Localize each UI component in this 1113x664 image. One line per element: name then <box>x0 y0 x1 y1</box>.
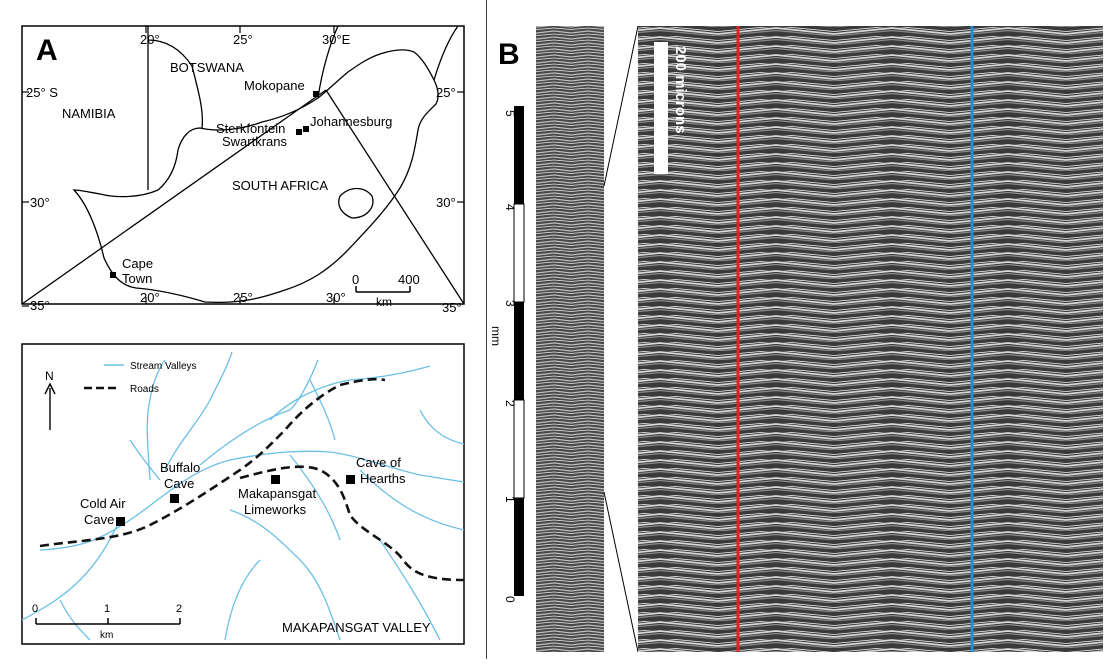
panel-b-figure: B 5 4 3 2 1 0 mm 200 microns <box>485 0 1103 659</box>
marker-makapansgat <box>271 475 280 484</box>
lon-top-labels: 20° 25° 30°E <box>140 32 351 47</box>
label-sterkfontein: Sterkfontein <box>216 121 285 136</box>
micron-scale-label: 200 microns <box>672 46 689 134</box>
lon-top-20: 20° <box>140 32 160 47</box>
label-makapansgat-2: Limeworks <box>244 502 307 517</box>
zoom-connector-lines <box>603 25 639 653</box>
lat-left-30: 30° <box>30 195 50 210</box>
label-namibia: NAMIBIA <box>62 106 116 121</box>
inset-map-frame <box>21 343 465 645</box>
map-scalebar: 0 400 km <box>352 272 420 309</box>
marker-mokopane <box>313 91 319 97</box>
marker-buffalo-cave <box>170 494 179 503</box>
mozambique-border <box>433 25 459 81</box>
lon-bottom-30: 30° <box>326 290 346 305</box>
label-cape: Cape <box>122 256 153 271</box>
northeast-border <box>317 25 339 99</box>
place-labels: Mokopane Johannesburg Sterkfontein Swart… <box>122 78 392 286</box>
axis-seg-3 <box>514 302 524 400</box>
lon-bottom-35: 35° <box>442 300 462 315</box>
axis-tick-1: 1 <box>503 496 517 503</box>
label-mokopane: Mokopane <box>244 78 305 93</box>
marker-cape-town <box>110 272 116 278</box>
label-makapansgat-1: Makapansgat <box>238 486 316 501</box>
marker-cold-air-cave <box>116 517 125 526</box>
legend-stream-label: Stream Valleys <box>130 361 197 372</box>
marker-cave-of-hearths <box>346 475 355 484</box>
place-markers <box>110 91 319 278</box>
label-botswana: BOTSWANA <box>170 60 244 75</box>
north-arrow-icon <box>44 382 56 430</box>
marker-johannesburg <box>303 126 309 132</box>
micron-scalebar <box>654 42 668 174</box>
country-labels: BOTSWANA NAMIBIA SOUTH AFRICA <box>62 60 328 193</box>
south-africa-outline <box>72 49 439 304</box>
lat-left-25: 25° S <box>26 85 58 100</box>
inset-scale-unit: km <box>100 630 113 641</box>
label-buffalo-2: Cave <box>164 476 194 491</box>
panel-label-b: B <box>498 38 520 71</box>
axis-tick-5: 5 <box>503 110 517 117</box>
label-swartkrans: Swartkrans <box>222 134 288 149</box>
lon-top-30: 30°E <box>322 32 351 47</box>
site-labels: Buffalo Cave Cold Air Cave Makapansgat L… <box>80 455 406 527</box>
botswana-border <box>147 39 204 129</box>
inset-scalebar: 0 1 2 km <box>32 603 182 641</box>
axis-seg-4 <box>513 399 525 499</box>
lat-right-25: 25° <box>436 85 456 100</box>
speleothem-detail-image <box>638 26 1103 652</box>
panel-label-a: A <box>36 34 58 67</box>
speleothem-overview-image <box>536 26 604 652</box>
zoom-guide-lines <box>21 89 465 305</box>
map-scale-unit: km <box>376 295 392 309</box>
lon-top-25: 25° <box>233 32 253 47</box>
label-hearths-2: Hearths <box>360 471 406 486</box>
regional-map-frame <box>21 25 465 305</box>
axis-tick-4: 4 <box>503 204 517 211</box>
axis-tick-3: 3 <box>503 300 517 307</box>
country-borders <box>72 25 459 304</box>
stream-valleys <box>21 351 465 641</box>
panel-a-figure: A 20° 25° 30°E 20° 25° 30° 35° 25° S 30°… <box>21 25 465 645</box>
label-cold-air-2: Cave <box>84 512 114 527</box>
inset-scale-2: 2 <box>176 603 182 615</box>
label-buffalo-1: Buffalo <box>160 460 200 475</box>
axis-seg-1 <box>514 106 524 204</box>
marker-sterkfontein <box>296 129 302 135</box>
north-label: N <box>45 369 54 383</box>
mm-axis-labels: 5 4 3 2 1 0 mm <box>489 110 517 603</box>
valley-label: MAKAPANSGAT VALLEY <box>282 620 431 635</box>
label-south-africa: SOUTH AFRICA <box>232 178 328 193</box>
axis-seg-5 <box>514 498 524 596</box>
site-markers <box>116 475 355 526</box>
map-scale-zero: 0 <box>352 272 359 287</box>
inset-scale-0: 0 <box>32 603 38 615</box>
axis-unit: mm <box>489 326 503 346</box>
inset-scale-1: 1 <box>104 603 110 615</box>
legend-road-label: Roads <box>130 384 159 395</box>
panel-b: B 5 4 3 2 1 0 mm 200 microns <box>485 0 1113 659</box>
lon-bottom-25: 25° <box>233 290 253 305</box>
label-town: Town <box>122 271 152 286</box>
label-cold-air-1: Cold Air <box>80 496 126 511</box>
lon-bottom-20: 20° <box>140 290 160 305</box>
panel-a: A 20° 25° 30°E 20° 25° 30° 35° 25° S 30°… <box>0 0 484 659</box>
axis-seg-2 <box>513 203 525 303</box>
grid-ticks <box>22 26 464 307</box>
lon-bottom-labels: 20° 25° 30° 35° <box>140 290 462 315</box>
lat-labels: 25° S 30° 35° 25° 30° <box>26 85 456 313</box>
mm-scale-axis <box>513 106 525 596</box>
roads <box>39 377 465 582</box>
label-hearths-1: Cave of <box>356 455 401 470</box>
lat-left-35: 35° <box>30 298 50 313</box>
lesotho-outline <box>338 187 374 219</box>
axis-tick-2: 2 <box>503 400 517 407</box>
label-johannesburg: Johannesburg <box>310 114 392 129</box>
map-scale-max: 400 <box>398 272 420 287</box>
lat-right-30: 30° <box>436 195 456 210</box>
axis-tick-0: 0 <box>503 596 517 603</box>
